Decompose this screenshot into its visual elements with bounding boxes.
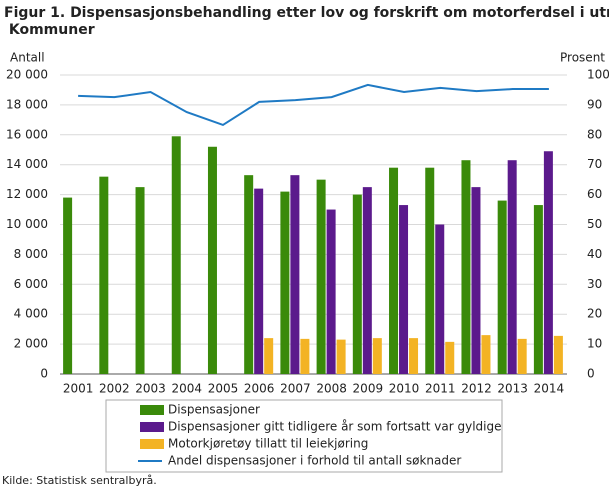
bar: [553, 335, 563, 374]
bar: [254, 188, 264, 374]
x-tick-label: 2013: [497, 382, 528, 396]
x-tick-label: 2011: [425, 382, 456, 396]
bar: [481, 335, 491, 374]
y2-tick-label: 70: [587, 157, 602, 171]
y2-tick-label: 30: [587, 277, 602, 291]
legend-label: Motorkjøretøy tillatt til leiekjøring: [168, 437, 368, 451]
bar: [543, 151, 553, 374]
legend-swatch: [140, 405, 164, 415]
bar: [399, 205, 409, 374]
bar: [461, 160, 471, 374]
x-tick-label: 2005: [208, 382, 239, 396]
y2-tick-label: 80: [587, 127, 602, 141]
bar: [372, 338, 382, 374]
bar: [533, 205, 543, 374]
x-tick-label: 2014: [534, 382, 565, 396]
y2-tick-label: 100: [587, 68, 609, 82]
bar: [99, 176, 109, 374]
x-tick-label: 2003: [135, 382, 166, 396]
legend-swatch: [140, 422, 164, 432]
x-tick-label: 2006: [244, 382, 275, 396]
legend-label: Andel dispensasjoner i forhold til antal…: [168, 454, 461, 468]
x-tick-label: 2012: [461, 382, 492, 396]
legend-swatch: [140, 439, 164, 449]
bar: [280, 191, 290, 374]
bar: [471, 187, 481, 374]
y-tick-label: 20 000: [6, 68, 48, 82]
y2-tick-label: 10: [587, 337, 602, 351]
x-tick-label: 2010: [389, 382, 420, 396]
source: Kilde: Statistisk sentralbyrå.: [2, 474, 157, 487]
x-tick-label: 2009: [353, 382, 384, 396]
line: [78, 83, 549, 127]
legend-label: Dispensasjoner: [168, 403, 260, 417]
y2-tick-label: 40: [587, 247, 602, 261]
y2-axis-title: Prosent: [560, 51, 605, 65]
bar: [336, 339, 346, 374]
y-tick-label: 4 000: [14, 307, 48, 321]
bar: [290, 175, 300, 374]
x-tick-label: 2008: [316, 382, 347, 396]
legend-box: [105, 399, 503, 473]
bar: [435, 224, 445, 374]
bar: [300, 338, 310, 374]
y-tick-label: 12 000: [6, 187, 48, 201]
y2-tick-label: 50: [587, 217, 602, 231]
bar: [362, 187, 372, 374]
x-tick-label: 2004: [171, 382, 202, 396]
bar: [244, 175, 254, 374]
y2-tick-label: 90: [587, 97, 602, 111]
x-tick-label: 2001: [63, 382, 94, 396]
y2-tick-label: 0: [587, 367, 595, 381]
y2-tick-label: 20: [587, 307, 602, 321]
y-tick-label: 6 000: [14, 277, 48, 291]
bar: [517, 338, 527, 374]
y-tick-label: 14 000: [6, 157, 48, 171]
y-tick-label: 0: [40, 367, 48, 381]
bar: [264, 338, 274, 374]
x-tick-label: 2007: [280, 382, 311, 396]
y-axis-title: Antall: [10, 51, 45, 65]
bar: [326, 209, 336, 374]
bar: [207, 146, 217, 374]
bar: [425, 167, 435, 374]
bar: [389, 167, 399, 374]
y2-tick-label: 60: [587, 187, 602, 201]
y-tick-label: 8 000: [14, 247, 48, 261]
bar: [316, 179, 326, 374]
bar: [352, 194, 362, 374]
y-tick-label: 10 000: [6, 217, 48, 231]
y-tick-label: 18 000: [6, 97, 48, 111]
bar: [507, 160, 517, 374]
bar: [63, 197, 73, 374]
chart-title: Figur 1. Dispensasjonsbehandling etter l…: [4, 5, 609, 38]
bar: [135, 187, 145, 374]
bar: [497, 200, 507, 374]
y-tick-label: 2 000: [14, 337, 48, 351]
bar: [445, 341, 455, 374]
y-tick-label: 16 000: [6, 127, 48, 141]
x-tick-label: 2002: [99, 382, 130, 396]
bar: [409, 338, 419, 374]
bar: [171, 136, 181, 374]
legend-label: Dispensasjoner gitt tidligere år som for…: [168, 420, 502, 434]
